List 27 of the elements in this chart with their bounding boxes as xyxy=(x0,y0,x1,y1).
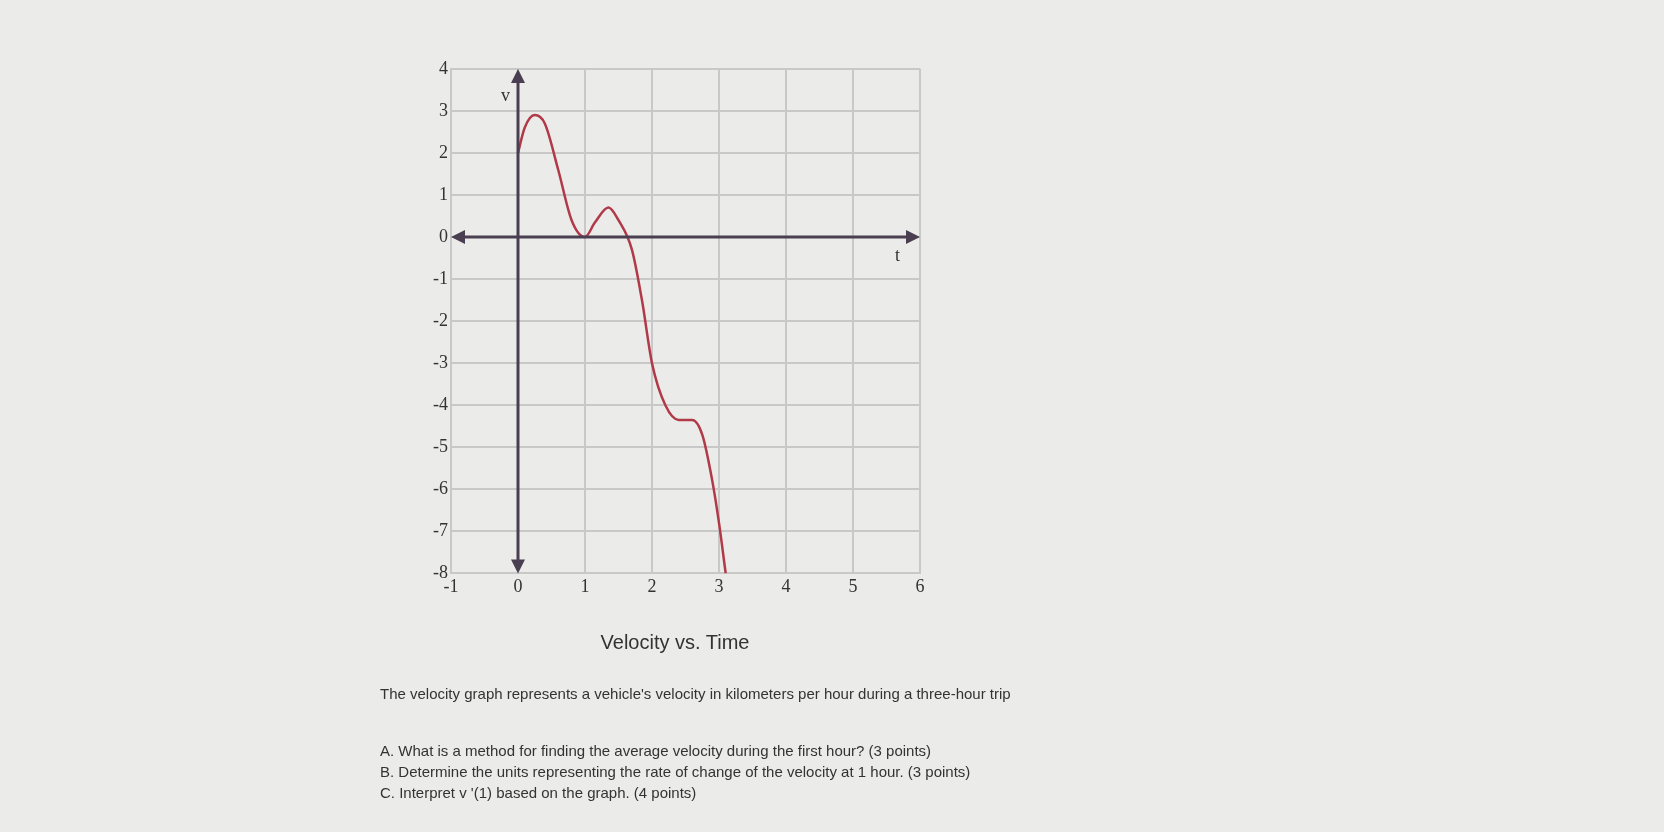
x-tick-label: 2 xyxy=(647,575,657,596)
x-tick-label: 1 xyxy=(580,575,590,596)
x-tick-label: 5 xyxy=(848,575,858,596)
y-tick-label: -7 xyxy=(432,520,448,541)
text: The velocity graph represents a vehicle's velocity in kilometers per hour during a three-hour trip xyxy=(380,685,1011,702)
y-tick-label: -3 xyxy=(432,351,448,372)
y-tick-label: 1 xyxy=(438,183,448,204)
x-tick-label: 4 xyxy=(781,575,791,596)
y-tick-label: 0 xyxy=(438,225,448,246)
y-tick-label: -2 xyxy=(432,309,448,330)
y-axis-title: v xyxy=(500,84,510,105)
x-axis-title: t xyxy=(894,245,900,265)
text: A. What is a method for finding the average velocity during the first hour? (3 points) xyxy=(380,742,933,759)
y-tick-label: 2 xyxy=(438,141,448,162)
y-tick-label: -6 xyxy=(432,478,448,499)
y-tick-label: -8 xyxy=(432,562,448,583)
y-tick-label: 3 xyxy=(438,99,448,120)
text: Velocity vs. Time xyxy=(600,630,750,653)
x-tick-label: 0 xyxy=(513,575,523,596)
y-tick-label: -4 xyxy=(432,393,448,414)
y-tick-label: 4 xyxy=(438,57,448,78)
text: B. Determine the units representing the rate of change of the velocity at 1 hour. (3 points) xyxy=(380,763,972,780)
x-tick-label: 6 xyxy=(915,575,925,596)
y-tick-label: -5 xyxy=(432,435,448,456)
text: C. Interpret v '(1) based on the graph. (4 points) xyxy=(380,784,698,801)
y-tick-label: -1 xyxy=(432,267,448,288)
x-tick-label: 3 xyxy=(714,575,724,596)
